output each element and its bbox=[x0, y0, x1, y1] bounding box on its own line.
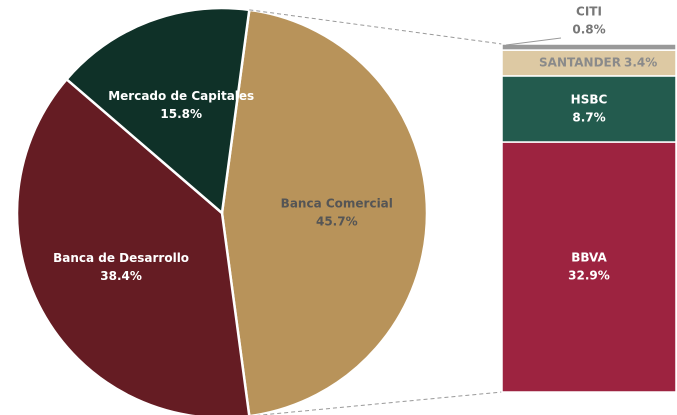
connector-line bbox=[256, 391, 503, 415]
slice-value-label: 45.7% bbox=[316, 215, 358, 229]
slice-label: Banca de Desarrollo bbox=[53, 251, 189, 265]
pie-slice bbox=[64, 6, 251, 216]
leader-line bbox=[505, 37, 562, 46]
slice-label: Banca Comercial bbox=[281, 197, 393, 211]
bar-segment bbox=[501, 75, 677, 143]
bar-value-label: 8.7% bbox=[572, 110, 605, 124]
bar-segment bbox=[501, 49, 677, 77]
connector-line bbox=[249, 9, 503, 45]
bar-segment bbox=[501, 141, 677, 393]
slice-label: Mercado de Capitales bbox=[108, 89, 254, 103]
slice-value-label: 38.4% bbox=[100, 269, 142, 283]
bar-segment bbox=[501, 43, 677, 51]
pie-slice bbox=[220, 8, 429, 415]
bar-label: BBVA bbox=[571, 251, 607, 265]
bar-value-label: 32.9% bbox=[568, 269, 610, 283]
slice-value-label: 15.8% bbox=[160, 107, 202, 121]
bar-label: CITI bbox=[576, 5, 602, 19]
bar-value-label: 0.8% bbox=[572, 23, 605, 37]
bar-value-label: 3.4% bbox=[624, 55, 657, 69]
bar-label: SANTANDER bbox=[539, 55, 621, 69]
pie-slice bbox=[15, 77, 251, 415]
bar-label: HSBC bbox=[571, 92, 608, 106]
